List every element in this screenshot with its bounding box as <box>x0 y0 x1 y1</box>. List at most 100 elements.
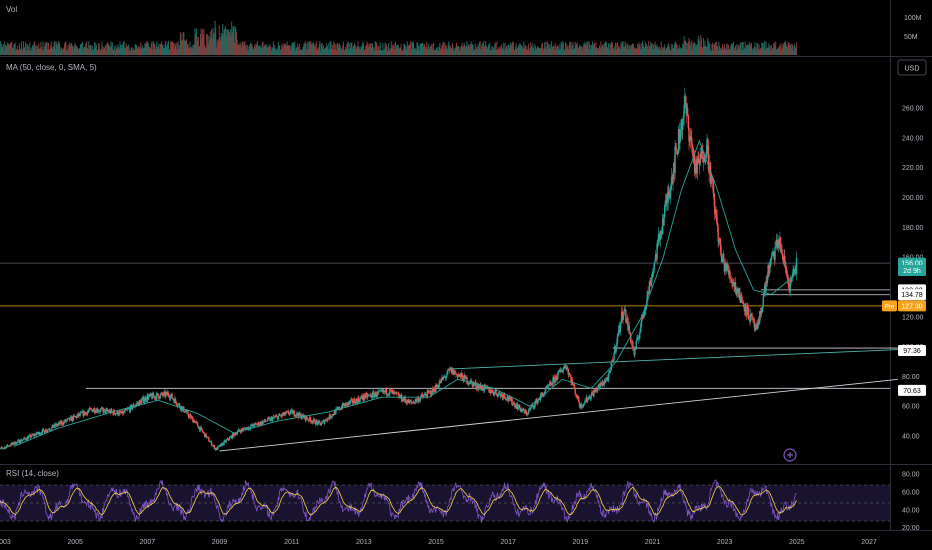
volume-bar <box>766 48 768 55</box>
volume-bar <box>588 41 590 55</box>
volume-bar <box>447 44 449 55</box>
volume-bar <box>631 44 633 55</box>
volume-bar <box>369 45 371 55</box>
candle-body <box>233 432 235 438</box>
add-plus-button[interactable] <box>783 448 797 462</box>
volume-bar <box>123 41 125 55</box>
volume-bar <box>534 44 536 55</box>
volume-bar <box>144 43 146 55</box>
candle-body <box>327 417 329 419</box>
volume-bar <box>664 50 666 55</box>
candle-body <box>562 367 565 371</box>
volume-bar <box>682 44 684 55</box>
volume-bar <box>650 41 652 55</box>
candle-body <box>458 374 461 376</box>
candle-body <box>548 385 550 387</box>
price-tag-box <box>898 384 926 396</box>
volume-bar <box>724 49 726 55</box>
volume-bar <box>31 50 33 55</box>
volume-bar <box>552 46 554 55</box>
candle-body <box>262 421 265 423</box>
candle-body <box>434 391 436 393</box>
volume-bar <box>288 45 290 55</box>
volume-bar <box>569 41 571 55</box>
volume-bar <box>86 47 88 55</box>
volume-bar <box>448 41 450 55</box>
volume-bar <box>225 29 227 55</box>
volume-bar <box>535 46 537 55</box>
price-tag-label: 97.36 <box>903 348 921 355</box>
volume-bar <box>32 46 34 55</box>
horizontal-lines <box>0 262 890 389</box>
volume-bar <box>572 41 574 55</box>
candle-body <box>771 252 773 256</box>
candle-body <box>168 395 170 398</box>
volume-bar <box>99 48 101 55</box>
candle-body <box>79 412 82 416</box>
candle-body <box>302 414 304 416</box>
volume-bar <box>677 50 679 55</box>
candle-body <box>694 166 696 174</box>
candle-body <box>500 393 503 395</box>
volume-bar <box>347 41 349 55</box>
candle-body <box>3 447 5 449</box>
candle-body <box>620 321 622 324</box>
volume-bar <box>759 48 761 55</box>
candle-body <box>249 426 252 430</box>
volume-bar <box>6 47 8 55</box>
volume-bar <box>463 42 465 55</box>
candle-body <box>45 429 48 432</box>
candle-body <box>363 394 365 399</box>
candle-body <box>752 316 754 320</box>
volume-bar <box>639 44 641 55</box>
volume-bar <box>285 43 287 55</box>
volume-bar <box>582 46 584 55</box>
volume-bar <box>411 42 413 55</box>
volume-bar <box>476 49 478 55</box>
volume-bar <box>390 49 392 55</box>
volume-bar <box>569 42 571 55</box>
volume-bar <box>17 49 19 55</box>
candle-body <box>252 424 254 427</box>
volume-bar <box>796 41 798 55</box>
volume-bar <box>234 26 236 55</box>
volume-bar <box>307 48 309 55</box>
price-tag-box <box>898 265 926 277</box>
volume-bar <box>676 43 678 55</box>
candle-body <box>448 368 451 371</box>
candle-body <box>761 306 764 312</box>
volume-bar <box>420 43 422 55</box>
volume-bar <box>424 44 426 55</box>
rsi-scale-tick: 20.00 <box>902 525 920 532</box>
candle-body <box>497 393 499 397</box>
candle-body <box>158 398 161 399</box>
price-tag-label: Pre <box>885 304 895 310</box>
candle-body <box>135 403 138 405</box>
volume-bar <box>137 48 139 55</box>
candle-body <box>609 369 612 371</box>
volume-bar <box>403 44 405 55</box>
volume-bar <box>371 43 373 55</box>
volume-bar <box>700 35 702 55</box>
candle-body <box>282 414 284 416</box>
volume-bar <box>626 48 628 55</box>
volume-bar <box>562 43 564 55</box>
volume-bar <box>637 47 639 55</box>
volume-bar <box>431 49 433 55</box>
volume-bar <box>277 41 279 55</box>
volume-bar <box>430 46 432 55</box>
volume-bar <box>778 47 780 55</box>
candle-body <box>734 282 737 292</box>
currency-box[interactable] <box>897 59 927 76</box>
volume-bar <box>354 43 356 55</box>
volume-bar <box>204 44 206 55</box>
trend-line <box>219 378 898 452</box>
candle-body <box>258 424 261 426</box>
candle-body <box>628 325 631 333</box>
volume-bar <box>213 34 215 55</box>
ma-indicator-label[interactable]: MA (50, close, 0, SMA, 5) <box>6 63 97 72</box>
volume-bar <box>379 42 381 55</box>
volume-bar <box>356 47 358 55</box>
candle-body <box>262 421 264 425</box>
rsi-indicator-label[interactable]: RSI (14, close) <box>6 469 59 478</box>
